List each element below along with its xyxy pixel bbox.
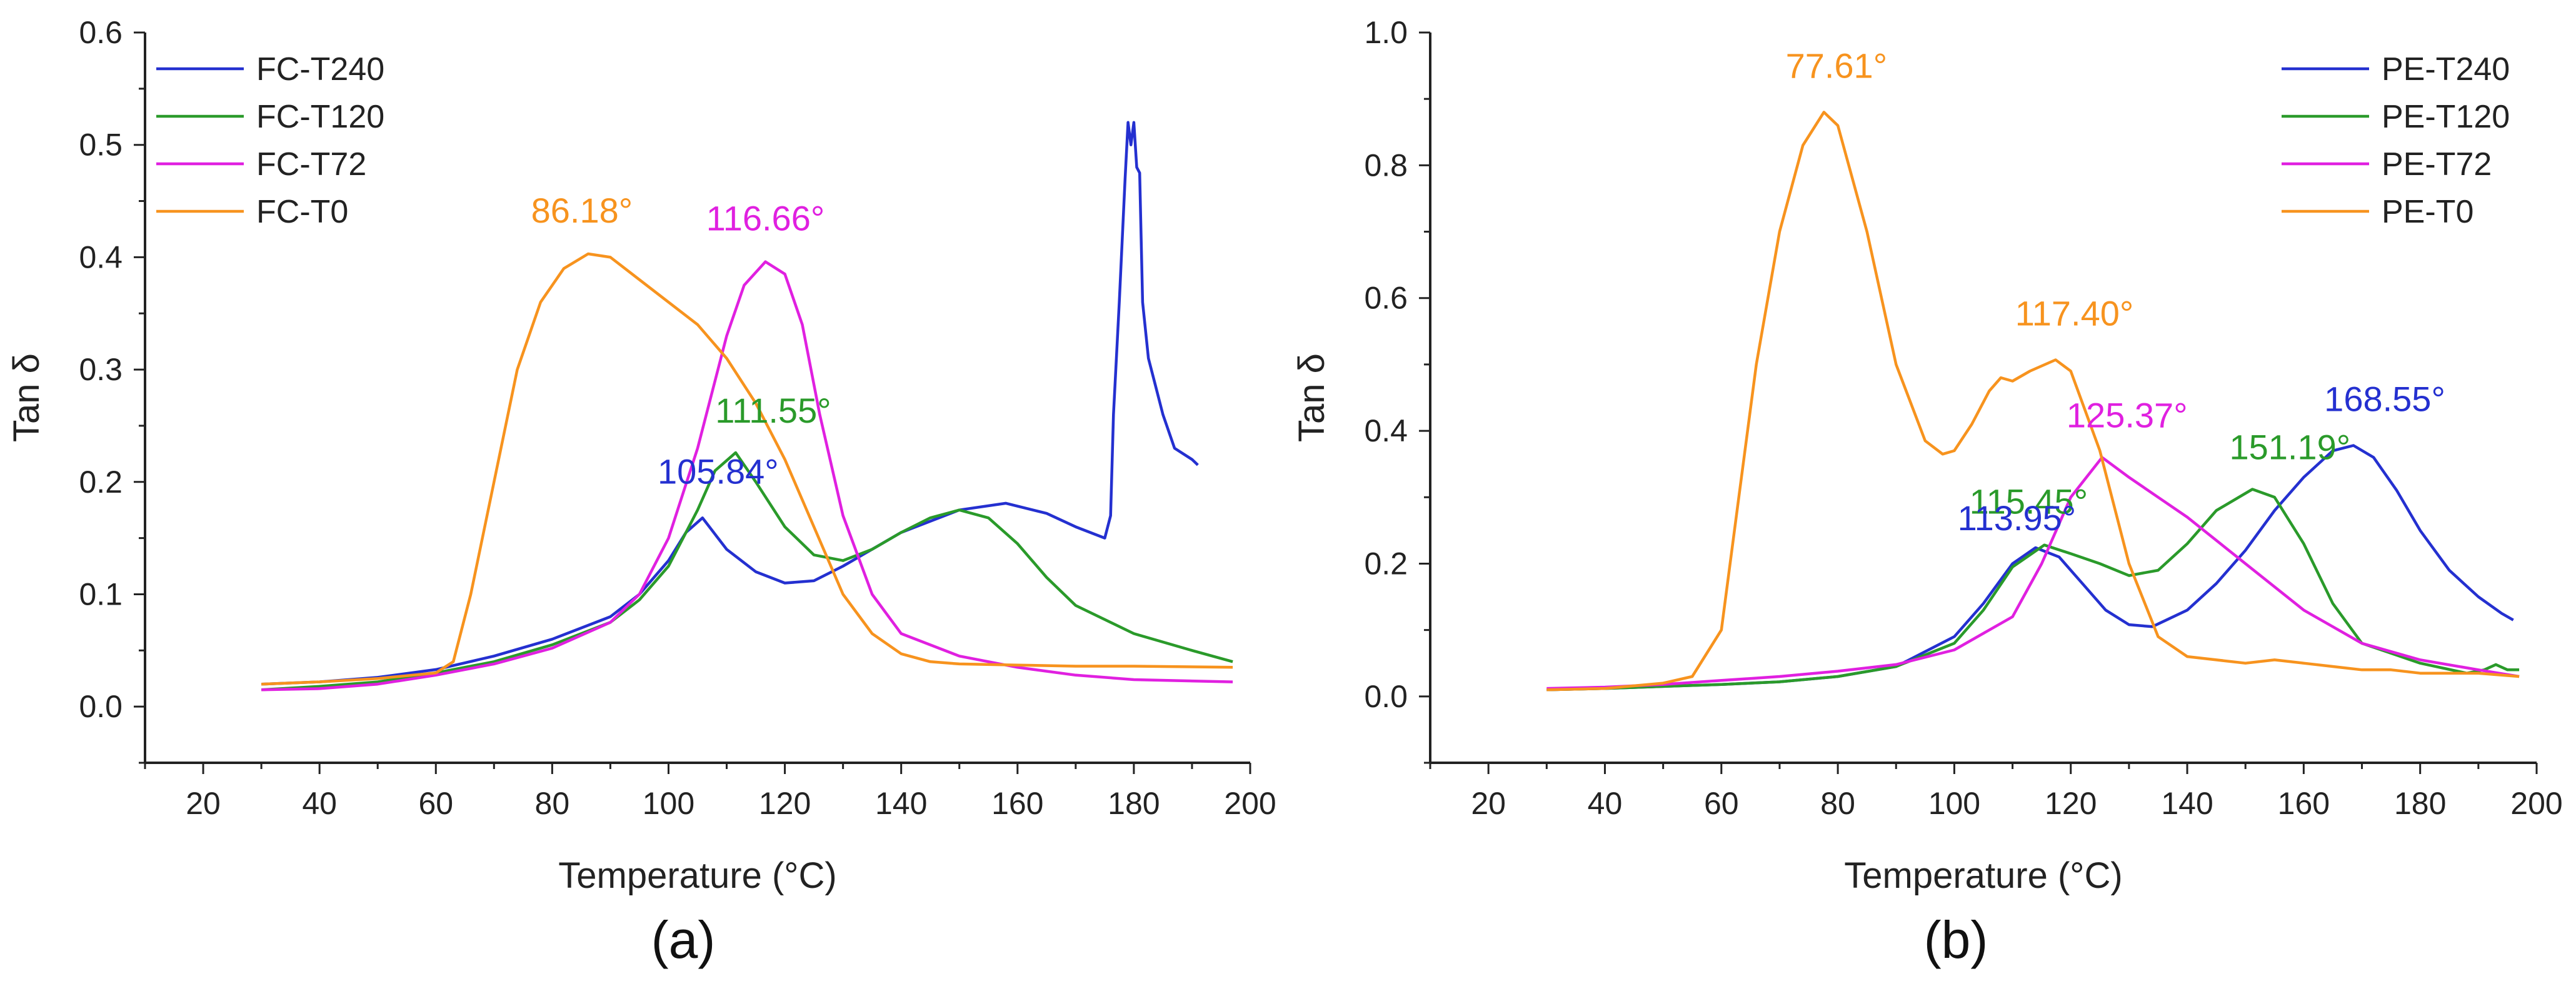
y-tick-label: 0.8 [1364,148,1408,183]
peak-label: 125.37° [2067,396,2188,435]
y-tick-label: 0.0 [1364,679,1408,714]
y-tick-label: 0.2 [1364,546,1408,581]
series-line-fc-t240 [261,121,1199,686]
caption-a: (a) [651,910,716,969]
x-tick-label: 180 [2394,786,2446,821]
series-group-b [1546,111,2520,692]
x-tick-label: 100 [643,786,694,821]
legend-label: FC-T0 [256,194,348,230]
legend-b: PE-T240 PE-T120 PE-T72 PE-T0 [2282,51,2510,230]
peak-label: 168.55° [2324,379,2445,418]
series-line-pe-t72 [1546,456,2520,690]
chart-a: 20 40 60 80 100 120 140 160 180 200 0.0 0.1 0.2 0.3 0.… [6,15,1276,896]
peak-label: 86.18° [531,191,633,230]
x-tick-label: 40 [302,786,337,821]
axes-b: 20 40 60 80 100 120 140 160 180 200 0.0 0.2 0.4 0.6 0.… [1291,15,2563,896]
legend-label: FC-T120 [256,99,384,135]
x-axis-title: Temperature (°C) [1844,855,2122,896]
caption-b: (b) [1923,910,1988,969]
y-axis-title: Tan δ [6,353,47,442]
y-tick-label: 0.6 [79,15,123,50]
peak-label: 105.84° [658,451,779,491]
x-tick-label: 140 [2161,786,2213,821]
legend-label: PE-T240 [2382,51,2510,88]
x-tick-label: 20 [1471,786,1506,821]
peak-label: 77.61° [1786,46,1888,85]
y-tick-label: 0.6 [1364,281,1408,316]
y-tick-label: 0.3 [79,352,123,387]
y-axis-title: Tan δ [1291,353,1332,442]
y-tick-label: 0.1 [79,576,123,611]
peak-label: 115.45° [1970,482,2088,521]
x-tick-label: 60 [1704,786,1739,821]
legend-label: PE-T0 [2382,194,2473,230]
peak-label: 116.66° [706,199,825,238]
x-tick-label: 40 [1588,786,1623,821]
legend-label: FC-T240 [256,51,384,88]
series-line-fc-t0 [261,252,1233,686]
x-tick-label: 160 [991,786,1043,821]
y-tick-label: 0.2 [79,465,123,500]
x-tick-label: 100 [1928,786,1980,821]
x-tick-label: 140 [875,786,927,821]
y-tick-label: 1.0 [1364,15,1408,50]
y-tick-label: 0.0 [79,689,123,724]
chart-b: 20 40 60 80 100 120 140 160 180 200 0.0 0.2 0.4 0.6 0.… [1291,15,2563,896]
x-tick-label: 120 [2045,786,2097,821]
peak-label: 113.95° [1958,498,2077,538]
x-tick-label: 80 [535,786,570,821]
y-tick-label: 0.4 [1364,413,1408,448]
y-tick-label: 0.5 [79,128,123,163]
x-tick-label: 200 [1224,786,1276,821]
legend-label: PE-T120 [2382,99,2510,135]
x-tick-label: 60 [418,786,453,821]
legend-label: PE-T72 [2382,146,2492,183]
peak-label: 111.55° [715,391,831,430]
legend-a: FC-T240 FC-T120 FC-T72 FC-T0 [156,51,384,230]
axes-a: 20 40 60 80 100 120 140 160 180 200 0.0 0.1 0.2 0.3 0.… [6,15,1276,896]
x-tick-label: 80 [1820,786,1855,821]
x-axis-title: Temperature (°C) [558,855,836,896]
x-tick-label: 200 [2510,786,2562,821]
y-tick-label: 0.4 [79,239,123,274]
series-line-pe-t0 [1546,111,2520,692]
peak-label: 117.40° [2015,293,2134,333]
x-tick-label: 120 [759,786,811,821]
legend-label: FC-T72 [256,146,366,183]
series-group-a [261,121,1233,692]
x-tick-label: 160 [2278,786,2330,821]
x-tick-label: 180 [1108,786,1160,821]
x-tick-label: 20 [186,786,221,821]
series-line-pe-t120 [1546,488,2520,692]
series-line-fc-t72 [261,260,1233,692]
series-line-fc-t120 [261,451,1233,692]
peak-label: 151.19° [2229,428,2350,467]
